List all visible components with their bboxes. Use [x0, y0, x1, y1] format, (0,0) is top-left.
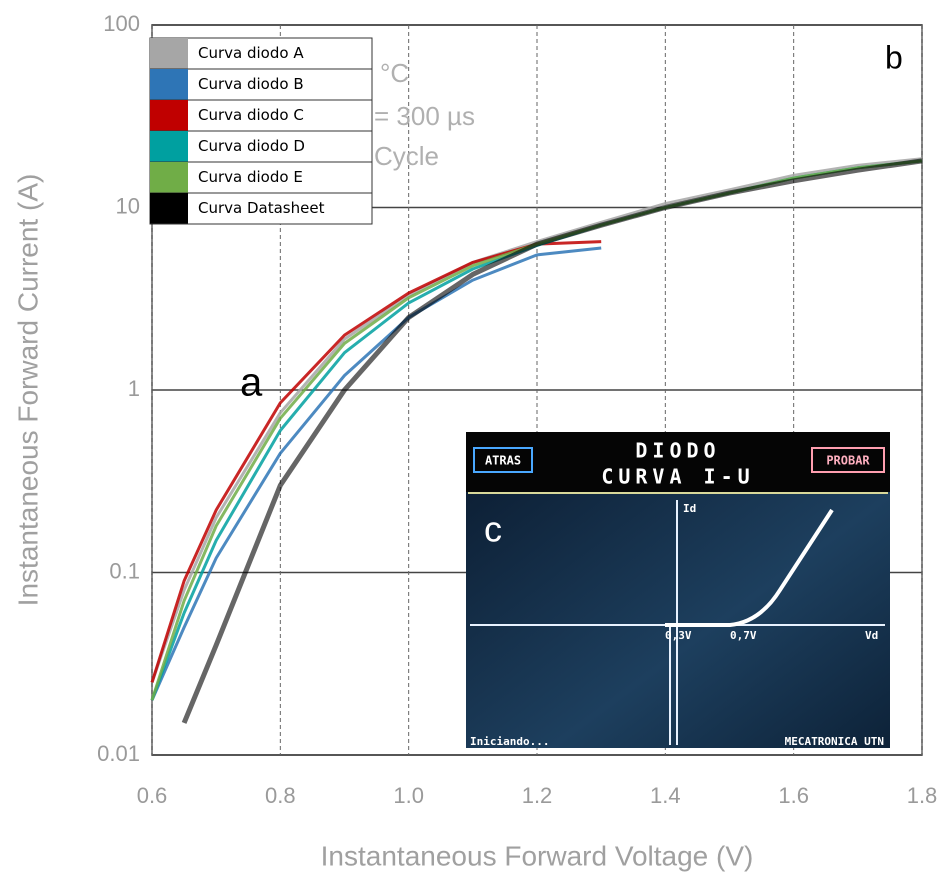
legend-swatch [150, 193, 188, 224]
x-axis-label: Instantaneous Forward Voltage (V) [321, 840, 754, 871]
annotation: Cycle [374, 141, 439, 171]
y-tick-label: 0.01 [97, 741, 140, 766]
annotation: °C [380, 58, 409, 88]
x-tick-label: 1.0 [393, 783, 424, 808]
x-tick-label: 0.6 [137, 783, 168, 808]
inset: ATRAS PROBAR DIODO CURVA I-U c Id Vd 0,3… [466, 432, 890, 748]
inset-button-label: PROBAR [826, 454, 870, 468]
x-tick-label: 1.2 [522, 783, 553, 808]
inset-subtitle: CURVA I-U [601, 465, 754, 489]
inset-mark: 0,3V [665, 629, 692, 642]
annotation: b [885, 39, 903, 75]
inset-status: Iniciando... [470, 735, 549, 748]
y-tick-label: 1 [128, 376, 140, 401]
inset-button-label: ATRAS [485, 454, 521, 468]
lines [150, 157, 923, 724]
legend-label: Curva diodo B [198, 75, 304, 93]
x-tick-label: 1.6 [778, 783, 809, 808]
series-line [181, 158, 923, 724]
legend-swatch [150, 69, 188, 100]
legend-label: Curva diodo A [198, 44, 304, 62]
legend-swatch [150, 131, 188, 162]
y-axis-label: Instantaneous Forward Current (A) [12, 174, 43, 607]
inset-footer: MECATRONICA UTN [785, 735, 884, 748]
annotation: a [240, 361, 263, 405]
legend: Curva diodo A Curva diodo B Curva diodo C C… [149, 37, 373, 225]
x-tick-label: 1.4 [650, 783, 681, 808]
series-line [150, 246, 602, 701]
legend-swatch [150, 38, 188, 69]
y-tick-label: 0.1 [109, 558, 140, 583]
inset-y-label: Id [683, 502, 696, 515]
legend-label: Curva diodo E [198, 168, 303, 186]
x-tick-label: 1.8 [907, 783, 938, 808]
inset-x-label: Vd [865, 629, 878, 642]
y-tick-label: 10 [116, 193, 140, 218]
legend-swatch [150, 100, 188, 131]
inset-button[interactable] [811, 447, 885, 473]
inset-title: DIODO [635, 439, 720, 463]
legend-label: Curva Datasheet [198, 199, 325, 217]
legend-label: Curva diodo D [198, 137, 305, 155]
inset-curve [665, 508, 834, 627]
inset-header [466, 432, 890, 492]
x-tick-label: 0.8 [265, 783, 296, 808]
legend-swatch [150, 162, 188, 193]
inset-mark: 0,7V [730, 629, 757, 642]
legend-label: Curva diodo C [198, 106, 304, 124]
inset-button[interactable] [473, 447, 533, 473]
inset-label: c [484, 509, 502, 550]
y-tick-label: 100 [103, 11, 140, 36]
annotation: = 300 µs [374, 101, 475, 131]
